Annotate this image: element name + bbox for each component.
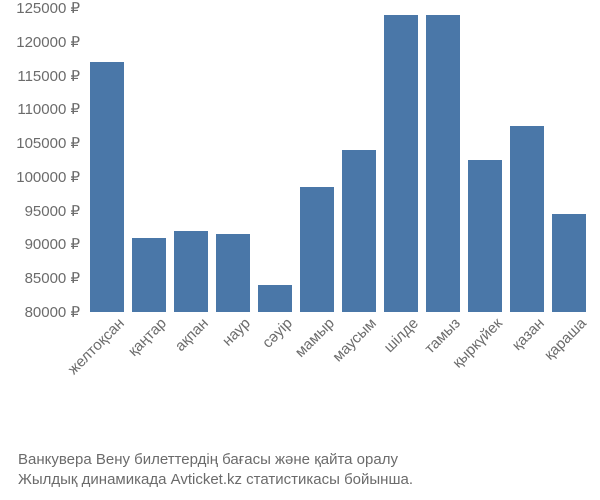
plot-area: 80000 ₽85000 ₽90000 ₽95000 ₽100000 ₽1050… — [86, 8, 590, 312]
bar — [384, 15, 418, 312]
xtick-label: маусым — [327, 312, 380, 365]
xtick-label: ақпан — [169, 312, 212, 355]
bar — [510, 126, 544, 312]
xtick-label: наур — [216, 312, 254, 350]
bar — [216, 234, 250, 312]
bar — [300, 187, 334, 312]
bar — [90, 62, 124, 312]
ytick-label: 110000 ₽ — [17, 100, 86, 118]
xtick-label: қараша — [538, 312, 590, 364]
xtick-label: желтоқсан — [62, 312, 128, 378]
xtick-label: шілде — [378, 312, 422, 356]
bar — [426, 15, 460, 312]
bars-layer — [86, 8, 590, 312]
caption-line2: Жылдық динамикада Avticket.kz статистика… — [18, 470, 590, 490]
ytick-label: 90000 ₽ — [25, 235, 86, 253]
ytick-label: 105000 ₽ — [16, 134, 86, 152]
ytick-label: 100000 ₽ — [16, 168, 86, 186]
ytick-label: 95000 ₽ — [25, 202, 86, 220]
bar — [342, 150, 376, 312]
bar — [258, 285, 292, 312]
ytick-label: 115000 ₽ — [17, 67, 86, 85]
xtick-label: қаңтар — [122, 312, 170, 360]
ytick-label: 120000 ₽ — [16, 33, 86, 51]
bar — [174, 231, 208, 312]
price-chart: 80000 ₽ 85000 ₽ 90000 ₽ 95000 ₽ 100000 ₽ 1050… — [0, 0, 600, 500]
chart-caption: Ванкувера Вену билеттердің бағасы және қ… — [18, 450, 590, 491]
bar — [468, 160, 502, 312]
bar — [552, 214, 586, 312]
ytick-label: 85000 ₽ — [25, 269, 86, 287]
ytick-label: 80000 ₽ — [25, 303, 86, 321]
ytick-label: 125000 ₽ — [16, 0, 86, 17]
caption-line1: Ванкувера Вену билеттердің бағасы және қ… — [18, 450, 590, 470]
bar — [132, 238, 166, 312]
